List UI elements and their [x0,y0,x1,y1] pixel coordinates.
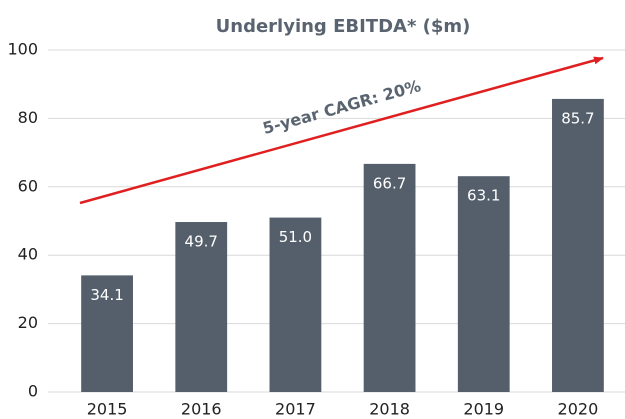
bar [363,163,416,392]
bar [269,217,322,392]
bars: 2015 34.1 2016 49.7 2017 51.0 2018 66.7 2019 63.1… [81,98,604,419]
grid: 0 20 40 60 80 100 [7,40,625,401]
y-tick-label: 60 [18,176,38,195]
trend-arrow [79,56,604,205]
data-label: 66.7 [373,174,406,192]
data-label: 49.7 [185,233,218,251]
data-label: 51.0 [279,228,312,246]
data-label: 63.1 [467,187,500,205]
data-label: 34.1 [90,286,123,304]
x-tick-label: 2020 [558,400,599,419]
y-tick-label: 40 [18,245,38,264]
bar [457,176,510,392]
y-tick-label: 100 [7,40,38,59]
x-tick-label: 2019 [463,400,504,419]
x-tick-label: 2017 [275,400,316,419]
y-tick-label: 0 [28,382,38,401]
y-tick-label: 20 [18,313,38,332]
x-tick-label: 2018 [369,400,410,419]
x-tick-label: 2016 [181,400,222,419]
chart-title: Underlying EBITDA* ($m) [216,16,471,37]
bar [552,98,604,392]
annotation: 5-year CAGR: 20% [261,76,423,138]
x-tick-label: 2015 [87,400,128,419]
bar [81,275,133,392]
data-label: 85.7 [561,109,594,127]
bar [175,222,228,392]
y-tick-label: 80 [18,108,38,127]
